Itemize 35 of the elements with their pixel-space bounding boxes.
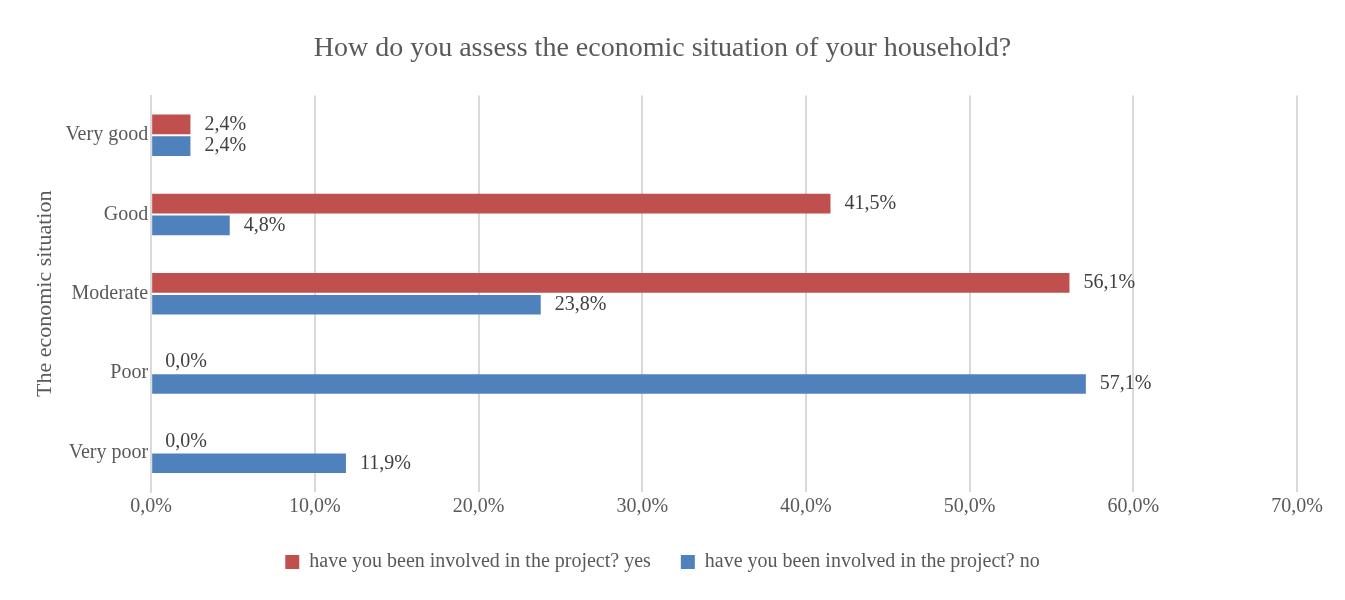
x-tick-label: 10,0% [289,494,341,517]
x-tick-label: 70,0% [1271,494,1323,517]
bar [152,273,1070,293]
bar [152,453,346,474]
bar [152,374,1086,394]
bar [152,114,191,135]
y-tick-label: Very poor [68,439,149,463]
x-tick-label: 0,0% [130,494,172,517]
x-tick-label: 40,0% [780,494,832,517]
bar [152,136,191,156]
data-label: 41,5% [844,190,897,213]
y-tick-label: Moderate [71,281,149,304]
data-label: 56,1% [1083,270,1136,293]
data-label: 23,8% [554,291,607,314]
x-tick-label: 30,0% [616,494,669,517]
bar [152,193,831,214]
y-tick-label: Good [103,201,149,224]
bar [152,215,230,236]
data-label: 4,8% [243,212,286,235]
x-tick-label: 60,0% [1107,494,1160,517]
data-label: 11,9% [359,450,411,473]
y-axis-title: The economic situation [30,190,56,398]
x-tick-label: 20,0% [452,494,505,517]
x-tick-label: 50,0% [943,494,996,517]
legend-label: have you been involved in the project? no [704,549,1040,573]
legend-label: have you been involved in the project? yes [309,549,652,573]
data-label: 2,4% [204,133,247,156]
y-tick-label: Very good [65,122,149,146]
chart-title: How do you assess the economic situation of your household? [313,31,1012,63]
data-label: 57,1% [1099,371,1152,394]
data-label: 0,0% [165,349,207,372]
y-tick-label: Poor [110,360,149,383]
bar [152,294,541,315]
data-label: 2,4% [204,111,247,134]
data-label: 0,0% [165,428,207,451]
